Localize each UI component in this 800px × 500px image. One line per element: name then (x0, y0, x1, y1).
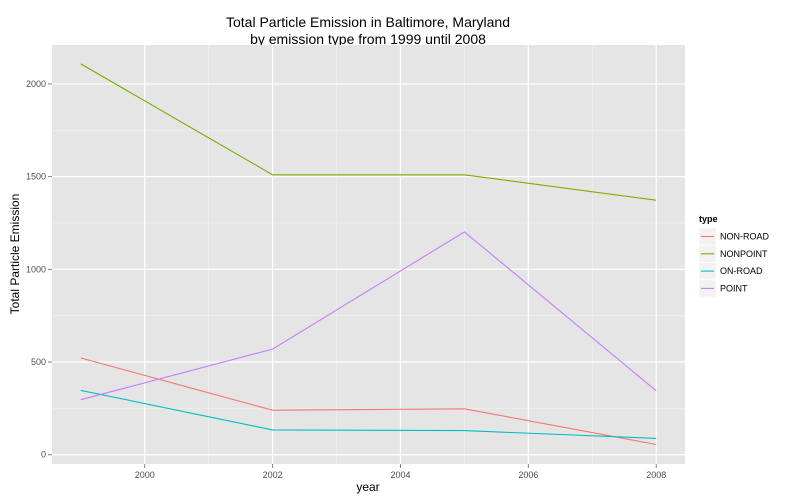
x-axis-label: year (356, 480, 379, 494)
legend-label: NON-ROAD (720, 232, 769, 242)
y-tick-label: 1500 (26, 172, 46, 182)
series-line-nonpoint (80, 63, 657, 201)
minor-gridlines (52, 45, 685, 464)
y-axis: 0 500 1000 1500 2000 (26, 79, 52, 460)
chart-subtitle: by emission type from 1999 until 2008 (250, 31, 486, 47)
y-tick-label: 0 (41, 450, 46, 460)
x-tick-label: 2004 (390, 470, 410, 480)
series-lines (80, 63, 657, 446)
series-line-point (80, 231, 657, 401)
y-tick-label: 500 (31, 357, 46, 367)
x-tick-label: 2002 (263, 470, 283, 480)
x-tick-label: 2000 (135, 470, 155, 480)
x-tick-label: 2006 (518, 470, 538, 480)
major-gridlines (52, 45, 685, 464)
y-tick-label: 1000 (26, 264, 46, 274)
legend-label: ON-ROAD (720, 266, 763, 276)
y-tick-label: 2000 (26, 79, 46, 89)
legend-title: type (699, 214, 718, 224)
legend: type NON-ROAD NONPOINT ON-ROAD POINT (698, 214, 769, 298)
chart-title: Total Particle Emission in Baltimore, Ma… (226, 14, 510, 30)
series-line-on-road (80, 389, 657, 439)
x-axis: 2000 2002 2004 2006 2008 (135, 464, 666, 480)
plot-panel (52, 45, 685, 464)
legend-label: NONPOINT (720, 249, 768, 259)
series-line-non-road (80, 357, 657, 446)
legend-label: POINT (720, 283, 748, 293)
y-axis-label: Total Particle Emission (8, 194, 22, 315)
x-tick-label: 2008 (646, 470, 666, 480)
